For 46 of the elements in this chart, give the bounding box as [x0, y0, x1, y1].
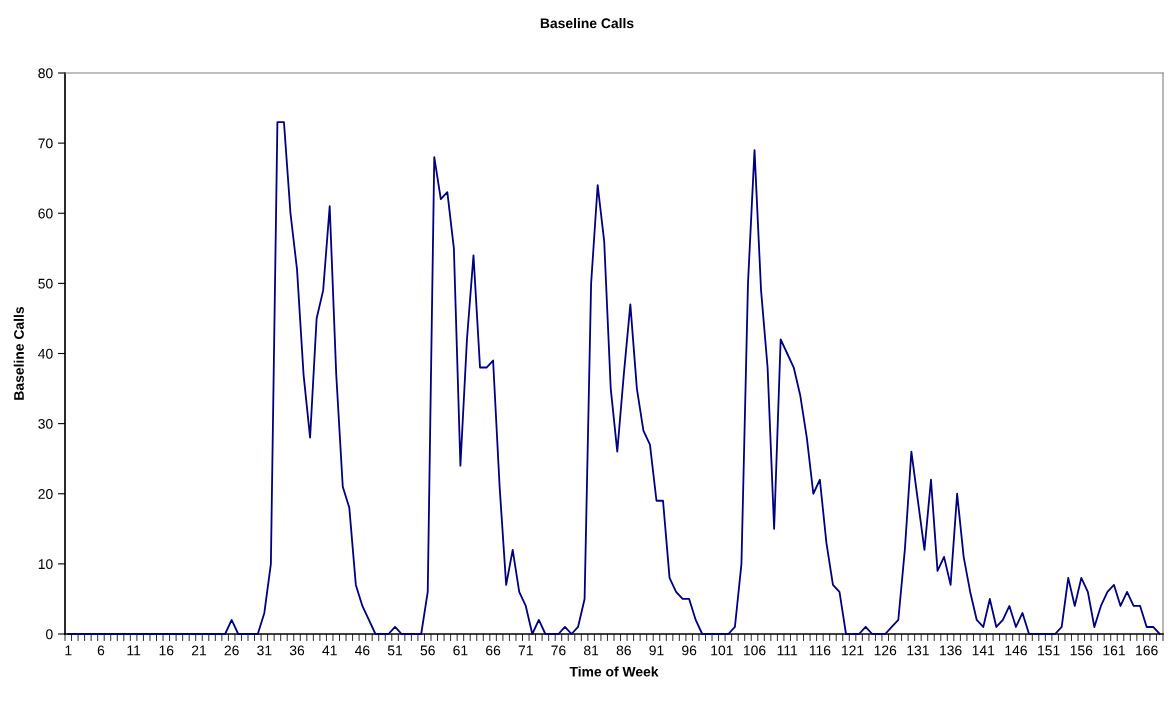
x-tick-label: 121	[842, 645, 864, 656]
x-tick-label: 141	[972, 645, 995, 656]
x-tick-label: 71	[518, 645, 533, 656]
x-tick-label: 1	[65, 645, 72, 656]
x-tick-label: 11	[127, 645, 141, 656]
x-tick-label: 96	[682, 645, 697, 656]
x-tick-label: 136	[940, 645, 962, 656]
x-tick-label: 106	[743, 645, 766, 656]
x-tick-label: 86	[616, 645, 631, 656]
x-tick-label: 46	[354, 645, 370, 656]
x-tick-label: 116	[809, 645, 831, 656]
y-tick-label: 60	[38, 208, 53, 219]
x-tick-label: 51	[387, 645, 403, 656]
x-tick-label: 81	[584, 645, 599, 656]
x-tick-label: 36	[289, 645, 305, 656]
x-tick-label: 161	[1103, 645, 1125, 656]
x-tick-label: 126	[874, 645, 897, 656]
y-tick-label: 10	[38, 559, 53, 570]
chart-title: Baseline Calls	[540, 18, 634, 29]
x-tick-label: 111	[777, 645, 798, 656]
y-tick-label: 50	[38, 278, 53, 289]
y-tick-label: 70	[38, 138, 53, 149]
y-tick-label: 80	[38, 68, 53, 79]
x-tick-label: 166	[1136, 645, 1158, 656]
x-tick-label: 151	[1038, 645, 1060, 656]
x-tick-label: 66	[486, 645, 501, 656]
x-tick-label: 91	[649, 645, 664, 656]
y-axis-title: Baseline Calls	[13, 306, 24, 400]
x-tick-label: 26	[224, 645, 239, 656]
x-tick-label: 156	[1070, 645, 1093, 656]
x-tick-label: 16	[159, 645, 174, 656]
y-tick-label: 0	[46, 629, 53, 640]
y-tick-label: 40	[38, 348, 53, 359]
y-tick-label: 30	[38, 418, 53, 429]
x-tick-label: 56	[420, 645, 435, 656]
x-tick-label: 146	[1005, 645, 1027, 656]
x-tick-label: 31	[257, 645, 272, 656]
y-tick-label: 20	[38, 489, 53, 499]
x-tick-label: 101	[711, 645, 733, 656]
x-tick-label: 21	[191, 645, 207, 656]
x-axis-title: Time of Week	[569, 666, 659, 677]
x-tick-label: 61	[453, 645, 468, 656]
x-tick-label: 41	[322, 645, 337, 656]
x-tick-label: 6	[97, 645, 105, 656]
x-tick-label: 131	[907, 645, 929, 656]
x-tick-label: 76	[551, 645, 566, 656]
